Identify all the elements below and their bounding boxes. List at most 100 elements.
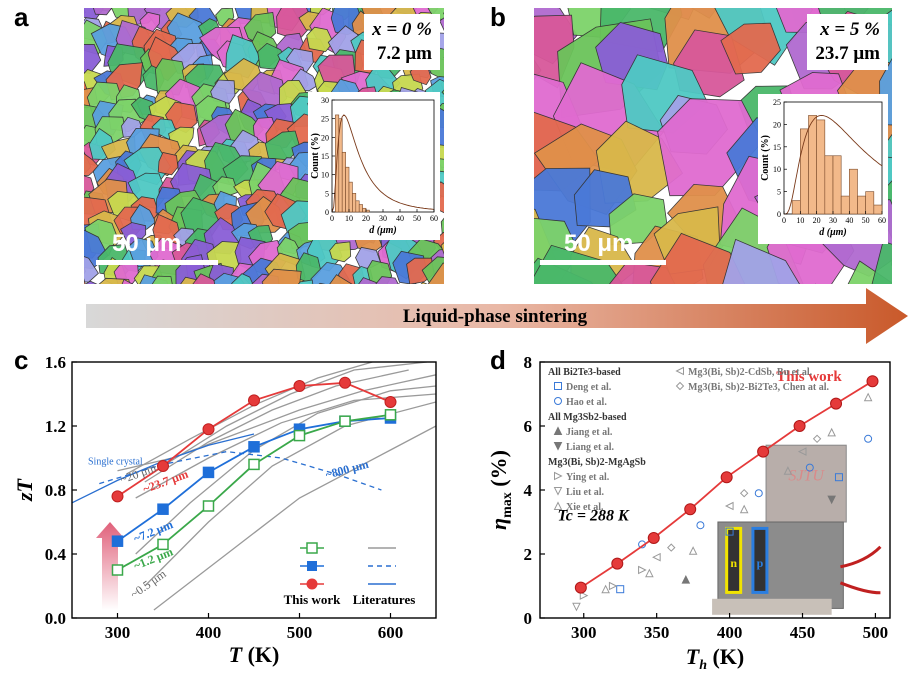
- y-tick-label: 5: [325, 189, 329, 198]
- literature-point: [754, 489, 763, 498]
- legend-entry: Hao et al.: [566, 397, 607, 408]
- data-point: [111, 535, 124, 547]
- fit-curve: [784, 114, 883, 215]
- literature-point: [812, 434, 822, 444]
- x-tick-label: 40: [396, 214, 404, 223]
- y-tick-label: 0: [777, 210, 781, 219]
- grain: [440, 217, 444, 237]
- grain: [440, 241, 444, 255]
- hist-bar: [840, 195, 850, 215]
- x-tick-label: 500: [863, 623, 889, 642]
- p-leg-label: p: [757, 556, 764, 570]
- literature-point: [827, 495, 836, 505]
- grain: [720, 22, 781, 75]
- literature-point: [783, 466, 793, 475]
- y-axis-label: ηmax (%): [488, 450, 515, 530]
- annotation-single-crystal: Single crystal: [88, 456, 143, 467]
- legend-header: All Bi2Te3-based: [548, 367, 621, 378]
- grain: [871, 240, 892, 284]
- this-work-point: [866, 375, 879, 388]
- hist-bar: [832, 155, 842, 215]
- grain: [318, 282, 326, 284]
- data-point: [293, 380, 306, 392]
- hist-bar: [348, 181, 353, 213]
- this-work-label: This work: [776, 369, 842, 385]
- sintering-label: Liquid-phase sintering: [402, 306, 588, 327]
- panel-label-c: c: [14, 345, 29, 375]
- module-top-plate: [765, 444, 847, 523]
- histogram-b: 0 10 20 30 40 50 60 0 5 10 15 20 25 d (μm) Count (%): [760, 98, 886, 238]
- y-tick-label: 6: [524, 417, 533, 436]
- grain: [649, 232, 746, 284]
- histogram-inset-b: 0 10 20 30 40 50 60 0 5 10 15 20 25 d (μm) Count (%): [758, 94, 888, 244]
- panel-label-a: a: [14, 2, 29, 32]
- x-tick-label: 400: [717, 623, 743, 642]
- module-wire: [839, 581, 881, 595]
- legend-entry: Mg3(Bi, Sb)2-Bi2Te3, Chen at al.: [688, 382, 830, 393]
- grain: [329, 274, 353, 284]
- literature-point: [645, 568, 654, 578]
- hist-bar: [341, 151, 346, 213]
- this-work-point: [684, 503, 697, 516]
- grain: [130, 203, 157, 230]
- hist-bar: [358, 204, 363, 213]
- scale-bar-label-b: 50 μm: [564, 230, 634, 257]
- literature-point: [616, 585, 625, 594]
- literature-point: [863, 392, 873, 402]
- literature-point: [696, 521, 705, 530]
- legend: All Bi2Te3-based Deng et al. Hao et al. All…: [548, 366, 830, 513]
- tc-label: Tc = 288 K: [558, 507, 631, 524]
- literature-point: [675, 381, 685, 391]
- x-tick-label: 0: [330, 214, 334, 223]
- sintering-arrow: [86, 288, 908, 344]
- literature-point: [553, 487, 563, 496]
- panel-label-d: d: [490, 345, 506, 375]
- legend-marker: [307, 561, 317, 571]
- composition-box-a: x = 0 % 7.2 μm: [364, 14, 440, 70]
- data-point: [293, 429, 306, 442]
- module-label: SJTU: [788, 467, 825, 484]
- grain: [441, 89, 444, 95]
- y-tick-label: 0: [524, 609, 533, 628]
- legend-entry: Liang et al.: [566, 442, 615, 453]
- this-work-point: [720, 471, 733, 484]
- data-point: [111, 490, 124, 503]
- legend-header: Mg3(Bi, Sb)2-MgAgSb: [548, 457, 646, 468]
- y-tick-label: 5: [777, 188, 781, 197]
- annotation-1um: ~1.2 μm: [132, 544, 175, 572]
- literature-point: [608, 581, 618, 591]
- x-tick-label: 600: [378, 623, 404, 642]
- x-tick-label: 20: [362, 214, 370, 223]
- y-tick-label: 0.0: [45, 609, 66, 628]
- annotation-05um: ~0.5 μm: [128, 566, 170, 601]
- data-point: [248, 441, 260, 453]
- hist-bar: [365, 209, 370, 213]
- grain: [192, 273, 217, 284]
- y-tick-label: 1.6: [45, 353, 66, 372]
- data-point: [202, 423, 215, 436]
- zt-chart: 300 400 500 600 0.0 0.4 0.8 1.2 1.6 T (K) zT Single…: [12, 353, 437, 667]
- x-axis-label: T (K): [229, 642, 280, 667]
- hist-bar: [865, 191, 875, 215]
- literature-point: [739, 488, 749, 498]
- legend-marker: [306, 542, 318, 554]
- grain: [306, 26, 334, 53]
- x-tick-label: 60: [430, 214, 438, 223]
- x-tick-label: 20: [813, 216, 821, 225]
- module-wire: [840, 545, 882, 569]
- grain: [329, 241, 352, 263]
- y-axis-label: Count (%): [310, 133, 321, 179]
- literature-point: [681, 574, 691, 584]
- histogram-inset-a: 0 10 20 30 40 50 60 0 5 10 15 20 25 30 d (μm) Count (%): [308, 92, 440, 240]
- data-point: [384, 409, 397, 421]
- data-point: [384, 396, 397, 408]
- y-tick-label: 15: [773, 143, 781, 152]
- grain: [85, 280, 98, 284]
- literature-curve: [153, 425, 436, 611]
- y-tick-label: 30: [321, 96, 329, 105]
- micrograph-b: x = 5 % 23.7 μm 0 10 20 30 40 50 60 0 5 10 15 20 25 d…: [534, 8, 892, 284]
- literature-point: [797, 447, 807, 456]
- this-work-point: [757, 445, 770, 458]
- p-leg: [751, 526, 769, 594]
- legend-this-work: This work: [284, 592, 341, 607]
